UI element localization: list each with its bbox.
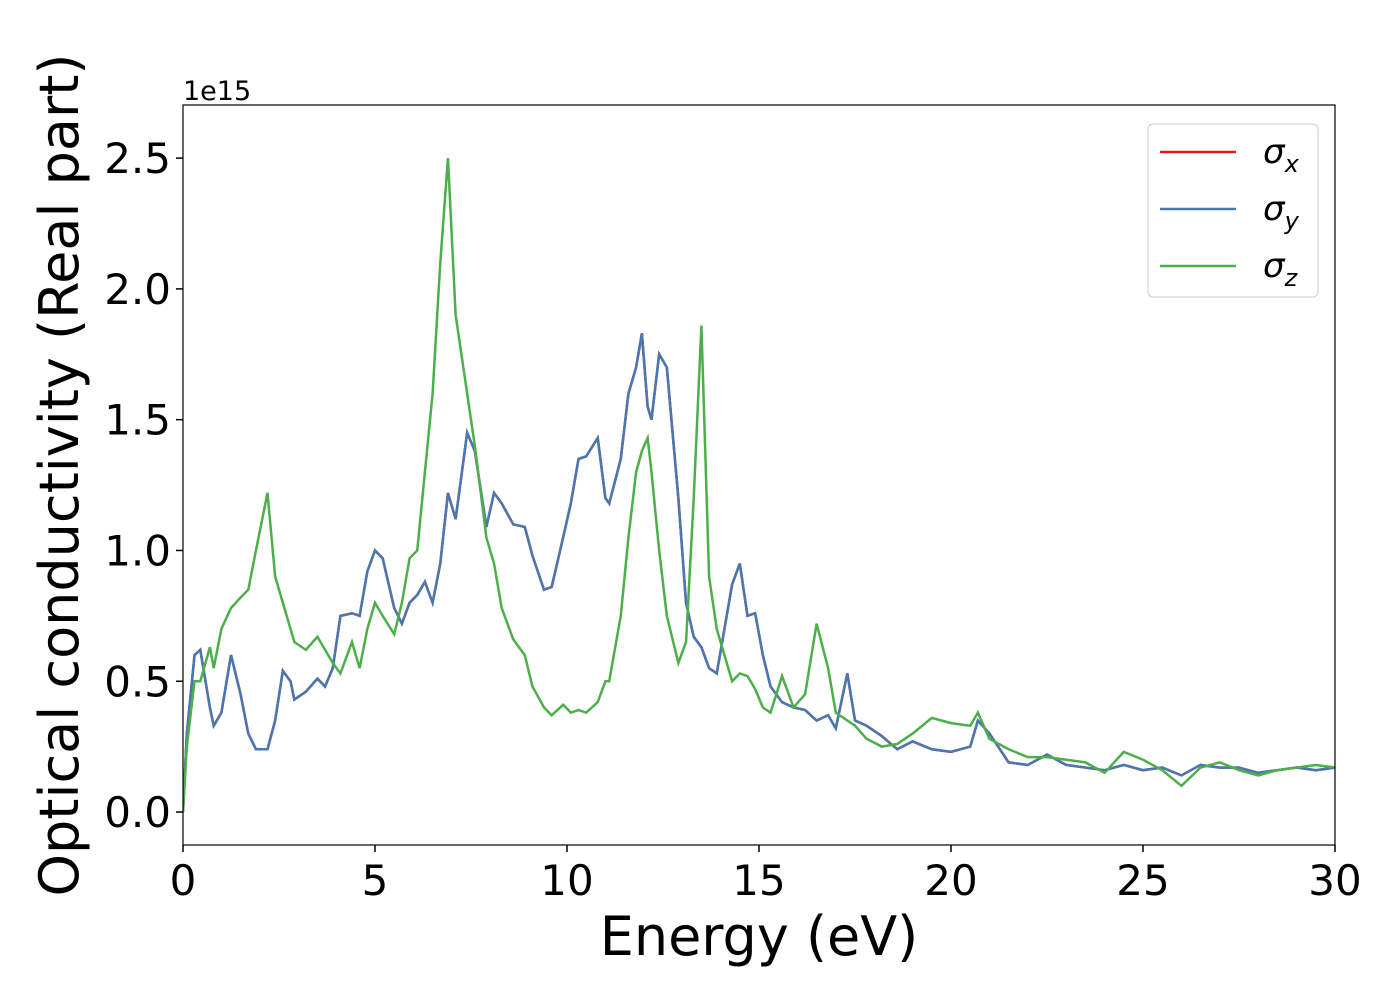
x-tick-label: 15	[732, 856, 785, 905]
legend-label: σy	[1263, 189, 1300, 235]
series-line	[183, 333, 1335, 813]
y-axis-label: Optical conductivity (Real part)	[28, 54, 91, 897]
y-tick-label: 2.0	[104, 265, 171, 314]
series-line	[183, 333, 1335, 813]
y-tick-label: 0.5	[104, 657, 171, 706]
x-tick-label: 10	[540, 856, 593, 905]
y-tick-label: 0.0	[104, 788, 171, 837]
series-line	[183, 158, 1335, 813]
y-offset-label: 1e15	[183, 76, 251, 107]
x-tick-label: 20	[924, 856, 977, 905]
plot-frame	[182, 104, 1336, 846]
x-tick-label: 30	[1308, 856, 1361, 905]
x-axis-label: Energy (eV)	[600, 905, 919, 968]
y-tick-label: 1.5	[104, 396, 171, 445]
x-tick-label: 0	[170, 856, 197, 905]
legend-label: σx	[1263, 132, 1300, 178]
y-tick-label: 1.0	[104, 526, 171, 575]
x-tick-label: 5	[362, 856, 389, 905]
legend-box	[1147, 123, 1319, 298]
y-tick-label: 2.5	[104, 134, 171, 183]
x-tick-label: 25	[1116, 856, 1169, 905]
legend-label: σz	[1263, 246, 1299, 292]
